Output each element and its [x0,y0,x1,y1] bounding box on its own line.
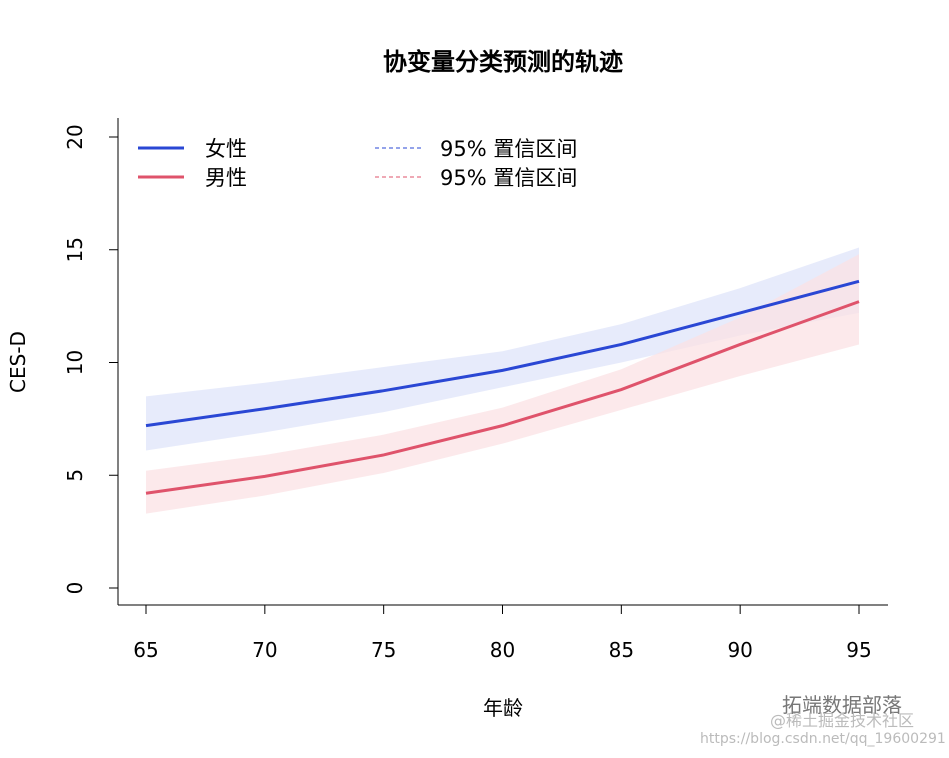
y-tick-label: 10 [63,350,87,375]
y-tick-label: 0 [63,582,87,595]
y-axis-label: CES-D [6,331,30,393]
x-axis-label: 年龄 [483,696,523,720]
y-tick-label: 5 [63,469,87,482]
legend-label-3: 95% 置信区间 [440,166,577,190]
series-line-1 [145,300,860,495]
x-tick-label: 95 [846,638,871,662]
watermark: https://blog.csdn.net/qq_19600291 [700,731,946,747]
x-tick-label: 75 [371,638,396,662]
x-tick-label: 80 [490,638,515,662]
legend-label-0: 女性 [205,137,247,161]
y-tick-label: 20 [63,124,87,149]
chart-title: 协变量分类预测的轨迹 [383,48,623,76]
x-tick-label: 65 [133,638,158,662]
x-tick-label: 70 [252,638,277,662]
watermark: 拓端数据部落 [782,693,902,717]
legend-label-2: 95% 置信区间 [440,137,577,161]
legend-label-1: 男性 [205,166,247,190]
watermark: @稀土掘金技术社区 [770,711,914,730]
confidence-band-1 [146,254,859,514]
y-tick-label: 15 [63,237,87,262]
series-line-0 [145,279,860,428]
x-tick-label: 90 [727,638,752,662]
x-tick-label: 85 [609,638,634,662]
